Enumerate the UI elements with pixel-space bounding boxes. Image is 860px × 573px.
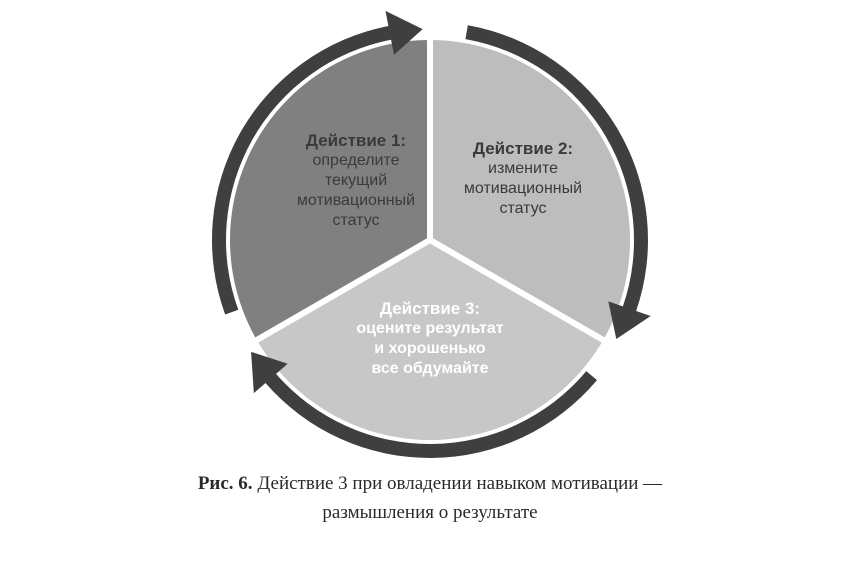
figure-number: Рис. 6. [198, 473, 253, 494]
caption-line-2: размышления о результате [322, 502, 537, 523]
cycle-svg [0, 0, 860, 470]
figure-caption: Рис. 6. Действие 3 при овладении навыком… [0, 470, 860, 527]
figure-container: Действие 1:определитетекущиймотивационны… [0, 0, 860, 573]
cycle-diagram: Действие 1:определитетекущиймотивационны… [0, 0, 860, 470]
caption-line-1: Действие 3 при овладении навыком мотивац… [253, 473, 663, 494]
